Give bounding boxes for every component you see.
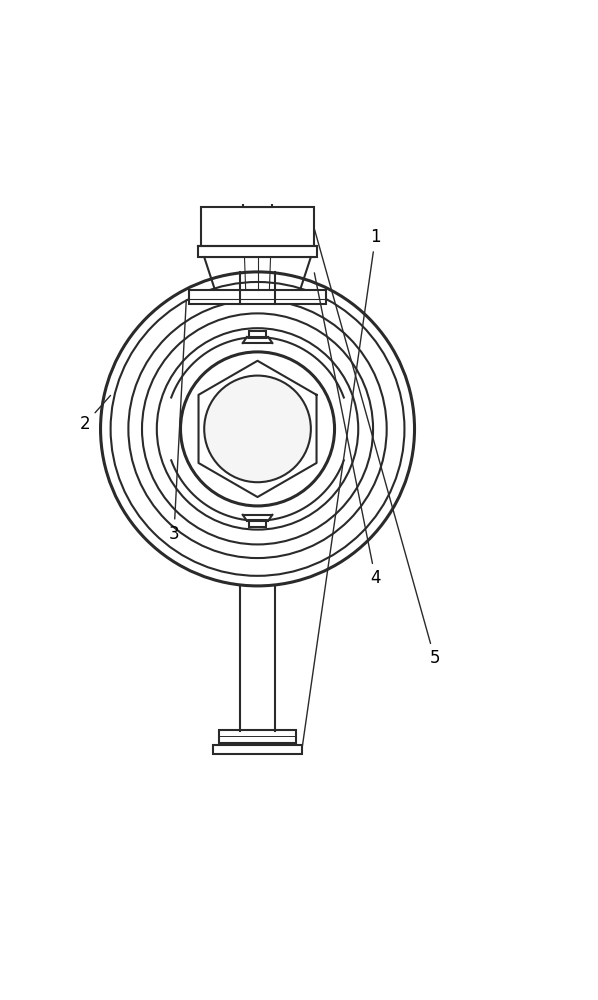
Bar bbox=[243, 171, 272, 207]
FancyBboxPatch shape bbox=[249, 520, 267, 527]
Text: 5: 5 bbox=[315, 230, 440, 667]
FancyBboxPatch shape bbox=[249, 331, 267, 338]
Text: 1: 1 bbox=[303, 228, 381, 746]
Text: 2: 2 bbox=[80, 395, 111, 433]
Bar bbox=[202, 207, 314, 257]
Text: 6: 6 bbox=[0, 999, 1, 1000]
Text: 7: 7 bbox=[0, 999, 1, 1000]
Bar bbox=[219, 730, 296, 743]
Bar bbox=[190, 290, 326, 304]
Text: 4: 4 bbox=[315, 273, 380, 587]
Bar bbox=[243, 138, 272, 158]
Bar bbox=[199, 246, 317, 257]
Bar bbox=[213, 745, 302, 754]
Circle shape bbox=[204, 376, 311, 482]
FancyBboxPatch shape bbox=[130, 135, 385, 153]
Text: 3: 3 bbox=[169, 300, 187, 543]
